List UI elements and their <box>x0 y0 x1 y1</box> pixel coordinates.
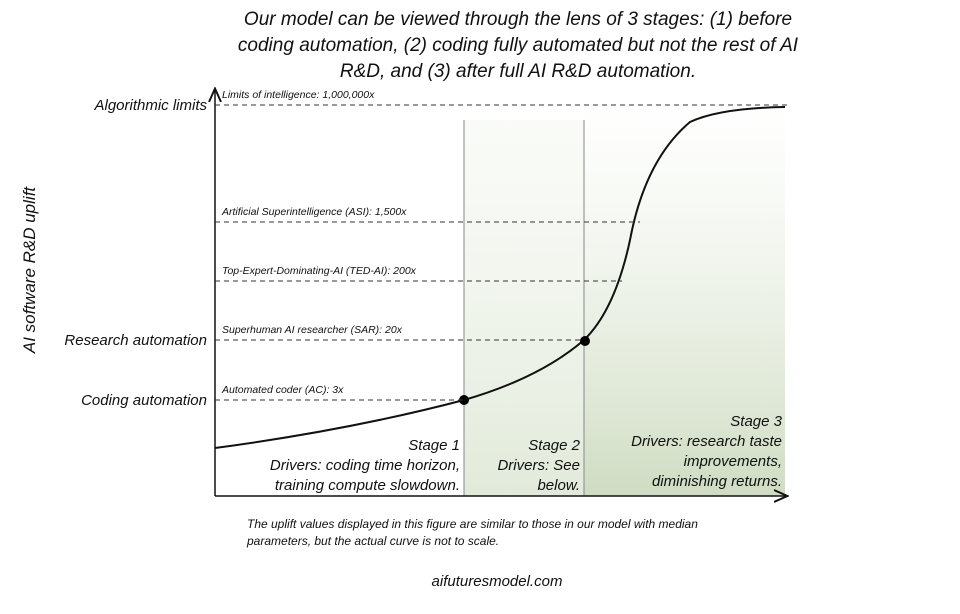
stage-drivers: Drivers: research taste <box>631 433 782 450</box>
y-axis-label: AI software R&D uplift <box>20 186 39 355</box>
footnote: The uplift values displayed in this figu… <box>247 517 698 531</box>
stage-drivers: Drivers: coding time horizon, <box>270 457 460 474</box>
stage-drivers: below. <box>537 477 580 494</box>
title-line: R&D, and (3) after full AI R&D automatio… <box>340 61 696 82</box>
ac-point <box>459 395 469 405</box>
title-line: coding automation, (2) coding fully auto… <box>238 35 799 56</box>
stage-drivers: improvements, <box>684 453 782 470</box>
level-label: Automated coder (AC): 3x <box>221 384 344 396</box>
axis-level-label: Research automation <box>64 332 207 349</box>
axis-level-label: Coding automation <box>81 392 207 409</box>
stage-name: Stage 1 <box>408 437 460 454</box>
title-line: Our model can be viewed through the lens… <box>244 9 792 30</box>
stage-name: Stage 2 <box>528 437 580 454</box>
level-label: Superhuman AI researcher (SAR): 20x <box>222 324 403 336</box>
stage-drivers: Drivers: See <box>497 457 580 474</box>
axis-level-label: Algorithmic limits <box>93 97 207 114</box>
stage-drivers: training compute slowdown. <box>275 477 460 494</box>
level-label: Artificial Superintelligence (ASI): 1,50… <box>221 206 407 218</box>
level-label: Limits of intelligence: 1,000,000x <box>222 89 375 101</box>
stage-drivers: diminishing returns. <box>652 473 782 490</box>
stage-3-region <box>584 100 785 496</box>
sar-point <box>580 336 590 346</box>
stage-2-region <box>464 120 584 496</box>
source: aifuturesmodel.com <box>432 573 563 590</box>
footnote: parameters, but the actual curve is not … <box>246 534 499 548</box>
level-label: Top-Expert-Dominating-AI (TED-AI): 200x <box>222 265 417 277</box>
uplift-curve <box>214 106 786 449</box>
stage-name: Stage 3 <box>730 413 782 430</box>
